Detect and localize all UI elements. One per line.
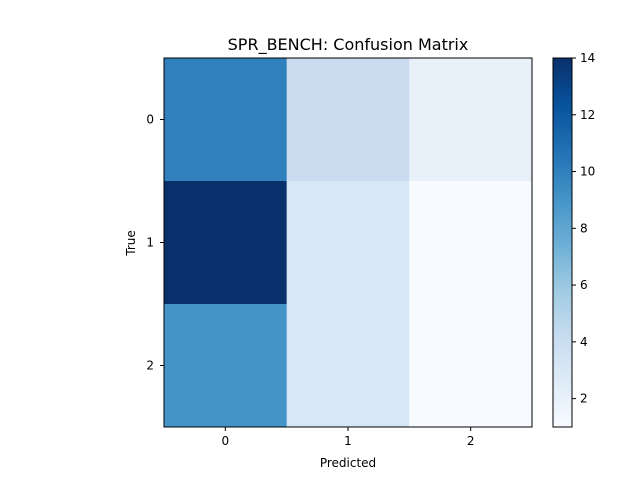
x-tick-label-1: 1 — [344, 434, 352, 448]
colorbar-tick-label-1: 4 — [580, 335, 588, 349]
colorbar-tick-label-2: 6 — [580, 278, 588, 292]
colorbar-tick-label-6: 14 — [580, 51, 595, 65]
heatmap-cell-2-2 — [409, 304, 533, 428]
y-axis-ticks: 0 1 2 — [146, 113, 164, 373]
heatmap-cell-1-0 — [164, 181, 288, 305]
x-axis-ticks: 0 1 2 — [222, 427, 475, 448]
heatmap-cell-1-2 — [409, 181, 533, 305]
heatmap-cell-0-2 — [409, 58, 533, 182]
y-tick-label-1: 1 — [146, 236, 154, 250]
x-axis-label: Predicted — [320, 456, 376, 470]
colorbar-tick-label-3: 8 — [580, 221, 588, 235]
y-axis-label: True — [124, 230, 138, 257]
colorbar-tick-label-5: 12 — [580, 108, 595, 122]
x-tick-label-0: 0 — [222, 434, 230, 448]
y-tick-label-2: 2 — [146, 359, 154, 373]
chart-title: SPR_BENCH: Confusion Matrix — [228, 35, 469, 55]
y-tick-label-0: 0 — [146, 113, 154, 127]
heatmap-cell-1-1 — [286, 181, 410, 305]
heatmap-cell-2-0 — [164, 304, 288, 428]
heatmap-cell-0-1 — [286, 58, 410, 182]
colorbar-tick-label-4: 10 — [580, 165, 595, 179]
x-tick-label-2: 2 — [467, 434, 475, 448]
heatmap-cell-0-0 — [164, 58, 288, 182]
colorbar-ticks: 2 4 6 8 10 12 14 — [572, 51, 595, 406]
heatmap-cell-2-1 — [286, 304, 410, 428]
colorbar — [552, 57, 573, 428]
heatmap-cells — [164, 58, 533, 428]
colorbar-tick-label-0: 2 — [580, 392, 588, 406]
